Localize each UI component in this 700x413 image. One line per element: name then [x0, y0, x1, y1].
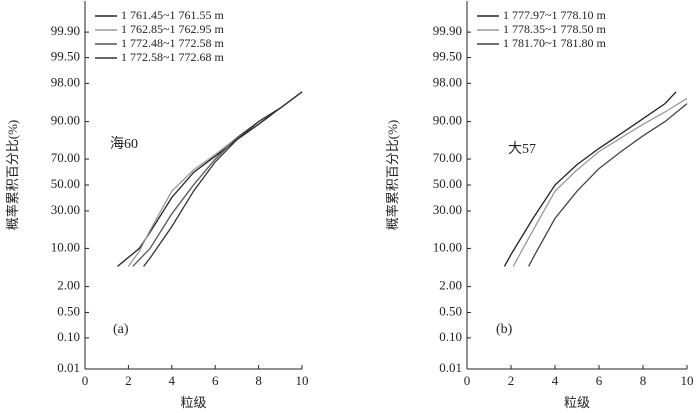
y-tick-label: 0.50: [57, 303, 80, 318]
annotation: (b): [496, 322, 513, 337]
y-tick-label: 0.01: [439, 360, 462, 375]
y-tick-label: 0.10: [57, 329, 80, 344]
legend-label: 1 777.97~1 778.10 m: [503, 8, 606, 22]
y-tick-label: 99.90: [433, 23, 462, 38]
y-tick-label: 10.00: [51, 239, 80, 254]
x-tick-label: 4: [169, 373, 176, 388]
y-tick-label: 99.50: [51, 49, 80, 64]
series-line: [503, 91, 677, 267]
y-tick-label: 0.50: [439, 303, 462, 318]
x-tick-label: 8: [640, 373, 647, 388]
series-line: [528, 103, 688, 267]
legend-label: 1 781.70~1 781.80 m: [503, 36, 606, 50]
x-tick-label: 0: [82, 373, 89, 388]
y-tick-label: 0.01: [57, 360, 80, 375]
y-axis-label: 概率累积百分比(%): [5, 120, 20, 231]
legend-label: 1 778.35~1 778.50 m: [503, 22, 606, 36]
legend-label: 1 772.58~1 772.68 m: [121, 50, 224, 64]
y-tick-label: 99.90: [51, 23, 80, 38]
y-tick-label: 30.00: [51, 202, 80, 217]
y-tick-label: 2.00: [439, 278, 462, 293]
y-tick-label: 10.00: [433, 239, 462, 254]
x-tick-label: 10: [681, 373, 694, 388]
y-tick-label: 50.00: [433, 176, 462, 191]
y-tick-label: 98.00: [51, 74, 80, 89]
panel: 0.01 0.10 0.50 2.00 10.00 30.00 50.00 70.00 90.0…: [385, 1, 694, 410]
x-tick-label: 6: [212, 373, 219, 388]
x-tick-label: 8: [255, 373, 262, 388]
legend-label: 1 772.48~1 772.58 m: [121, 36, 224, 50]
series-line: [132, 91, 303, 267]
y-tick-label: 0.10: [439, 329, 462, 344]
y-tick-label: 90.00: [433, 113, 462, 128]
y-tick-label: 98.00: [433, 74, 462, 89]
series-line: [127, 91, 303, 267]
x-tick-label: 10: [296, 373, 309, 388]
panel: 0.01 0.10 0.50 2.00 10.00 30.00 50.00 70.00 90.0…: [5, 1, 309, 410]
x-tick-label: 2: [508, 373, 515, 388]
y-axis-label: 概率累积百分比(%): [385, 120, 400, 231]
y-tick-label: 99.50: [433, 49, 462, 64]
annotation: 大57: [508, 141, 536, 157]
y-tick-label: 30.00: [433, 202, 462, 217]
annotation: (a): [113, 322, 129, 337]
series-line: [143, 91, 303, 267]
legend-label: 1 761.45~1 761.55 m: [121, 8, 224, 22]
x-tick-label: 4: [552, 373, 559, 388]
x-axis-label: 粒级: [564, 395, 590, 410]
y-tick-label: 90.00: [51, 113, 80, 128]
x-tick-label: 6: [596, 373, 603, 388]
y-tick-label: 50.00: [51, 176, 80, 191]
x-axis-label: 粒级: [180, 395, 206, 410]
x-tick-label: 0: [464, 373, 471, 388]
y-tick-label: 70.00: [51, 150, 80, 165]
y-tick-label: 2.00: [57, 278, 80, 293]
y-tick-label: 70.00: [433, 150, 462, 165]
legend-label: 1 762.85~1 762.95 m: [121, 22, 224, 36]
series-line: [512, 97, 688, 267]
annotation: 海60: [110, 136, 138, 152]
x-tick-label: 2: [125, 373, 132, 388]
